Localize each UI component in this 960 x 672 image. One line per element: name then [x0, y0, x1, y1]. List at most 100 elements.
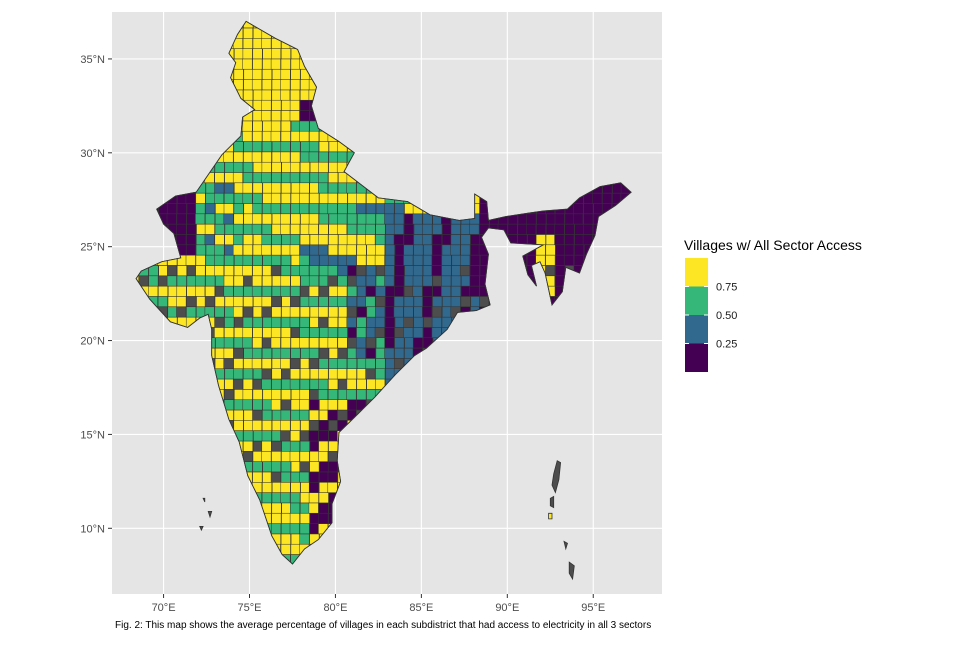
subdistrict-cell — [575, 224, 585, 234]
subdistrict-cell — [375, 255, 385, 265]
subdistrict-cell — [338, 204, 348, 214]
subdistrict-cell — [272, 369, 282, 379]
subdistrict-cell — [271, 338, 281, 348]
subdistrict-cell — [234, 400, 244, 410]
subdistrict-cell — [319, 142, 329, 152]
subdistrict-cell — [301, 482, 311, 492]
subdistrict-cell — [282, 162, 292, 172]
subdistrict-cell — [281, 431, 291, 441]
subdistrict-cell — [252, 286, 262, 296]
subdistrict-cell — [195, 286, 205, 296]
subdistrict-cell — [309, 482, 319, 492]
subdistrict-cell — [366, 214, 376, 224]
subdistrict-cell — [310, 327, 320, 337]
subdistrict-cell — [225, 224, 235, 234]
subdistrict-cell — [234, 266, 244, 276]
subdistrict-cell — [338, 235, 348, 245]
subdistrict-cell — [328, 173, 338, 183]
subdistrict-cell — [300, 255, 310, 265]
subdistrict-cell — [196, 235, 206, 245]
subdistrict-cell — [233, 379, 243, 389]
subdistrict-cell — [319, 193, 329, 203]
subdistrict-cell — [281, 389, 291, 399]
subdistrict-cell — [272, 152, 282, 162]
subdistrict-cell — [376, 296, 386, 306]
subdistrict-cell — [225, 317, 235, 327]
subdistrict-cell — [281, 348, 291, 358]
subdistrict-cell — [214, 327, 224, 337]
subdistrict-cell — [177, 266, 187, 276]
subdistrict-cell — [479, 296, 489, 306]
subdistrict-cell — [253, 173, 263, 183]
subdistrict-cell — [243, 255, 253, 265]
subdistrict-cell — [225, 296, 235, 306]
subdistrict-cell — [319, 379, 329, 389]
subdistrict-cell — [300, 513, 310, 523]
subdistrict-cell — [272, 224, 282, 234]
subdistrict-cell — [442, 224, 452, 234]
subdistrict-cell — [594, 204, 604, 214]
subdistrict-cell — [271, 121, 281, 131]
subdistrict-cell — [309, 286, 319, 296]
y-tick-label: 20°N — [80, 336, 105, 348]
subdistrict-cell — [291, 69, 301, 79]
subdistrict-cell — [300, 296, 310, 306]
subdistrict-cell — [215, 307, 225, 317]
subdistrict-cell — [385, 327, 395, 337]
subdistrict-cell — [253, 431, 263, 441]
subdistrict-cell — [300, 431, 310, 441]
legend: Villages w/ All Sector Access 0.750.500.… — [684, 237, 862, 372]
subdistrict-cell — [319, 441, 329, 451]
x-axis: 70°E75°E80°E85°E90°E95°E — [152, 594, 606, 614]
subdistrict-cell — [366, 338, 376, 348]
subdistrict-cell — [527, 214, 537, 224]
subdistrict-cell — [244, 80, 254, 90]
subdistrict-cell — [423, 286, 433, 296]
subdistrict-cell — [347, 307, 357, 317]
subdistrict-cell — [187, 204, 197, 214]
subdistrict-cell — [186, 255, 196, 265]
subdistrict-cell — [414, 296, 424, 306]
subdistrict-cell — [215, 286, 225, 296]
subdistrict-cell — [356, 276, 366, 286]
subdistrict-cell — [461, 235, 471, 245]
subdistrict-cell — [301, 276, 311, 286]
subdistrict-cell — [442, 266, 452, 276]
subdistrict-cell — [263, 49, 273, 59]
subdistrict-cell — [262, 131, 272, 141]
subdistrict-cell — [234, 410, 244, 420]
subdistrict-cell — [338, 348, 348, 358]
subdistrict-cell — [253, 389, 263, 399]
subdistrict-cell — [271, 266, 281, 276]
subdistrict-cell — [310, 379, 320, 389]
subdistrict-cell — [243, 183, 253, 193]
figure-caption: Fig. 2: This map shows the average perce… — [115, 620, 651, 631]
subdistrict-cell — [460, 255, 470, 265]
subdistrict-cell — [243, 441, 253, 451]
subdistrict-cell — [281, 111, 291, 121]
subdistrict-cell — [404, 214, 414, 224]
subdistrict-cell — [244, 348, 254, 358]
subdistrict-cell — [441, 286, 451, 296]
subdistrict-cell — [309, 420, 319, 430]
subdistrict-cell — [309, 224, 319, 234]
subdistrict-cell — [263, 462, 273, 472]
subdistrict-cell — [386, 286, 396, 296]
subdistrict-cell — [281, 131, 291, 141]
subdistrict-cell — [272, 420, 282, 430]
subdistrict-cell — [461, 276, 471, 286]
subdistrict-cell — [263, 121, 273, 131]
subdistrict-cell — [404, 307, 414, 317]
legend-swatch — [685, 344, 708, 373]
subdistrict-cell — [310, 369, 320, 379]
subdistrict-cell — [215, 255, 225, 265]
subdistrict-cell — [366, 327, 376, 337]
subdistrict-cell — [413, 214, 423, 224]
subdistrict-cell — [253, 255, 262, 265]
subdistrict-cell — [300, 266, 310, 276]
subdistrict-cell — [433, 224, 443, 234]
subdistrict-cell — [451, 224, 461, 234]
subdistrict-cell — [356, 348, 366, 358]
subdistrict-cell — [158, 286, 168, 296]
